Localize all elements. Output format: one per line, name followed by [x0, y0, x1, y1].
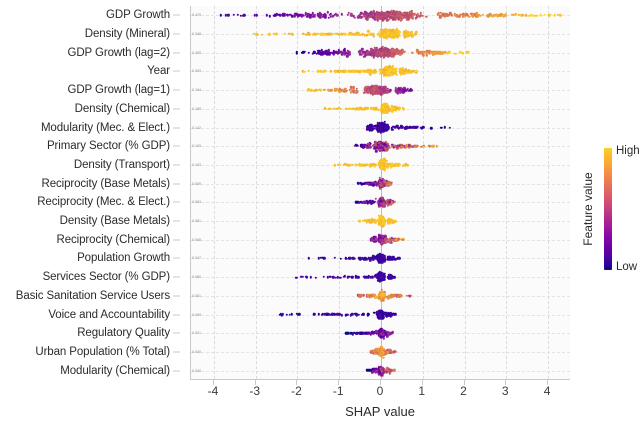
y-tick-label: Reciprocity (Base Metals) — [41, 178, 170, 190]
y-tick-mark — [173, 183, 180, 184]
y-tick-mark — [173, 108, 180, 109]
y-tick-mark — [173, 370, 180, 371]
y-tick-label: Modularity (Chemical) — [60, 365, 170, 377]
y-tick-label: Urban Population (% Total) — [35, 346, 170, 358]
zero-reference-line — [381, 6, 382, 379]
y-tick-label: Density (Mineral) — [85, 28, 170, 40]
beeswarm-point — [394, 19, 396, 21]
y-tick-label: Density (Base Metals) — [60, 215, 170, 227]
y-tick-mark — [173, 277, 180, 278]
y-tick-mark — [173, 295, 180, 296]
y-tick-label: Year — [147, 65, 170, 77]
vertical-gridline — [297, 6, 298, 379]
vertical-gridline — [339, 6, 340, 379]
y-tick-label: Modularity (Mec. & Elect.) — [41, 122, 170, 134]
y-tick-mark — [173, 239, 180, 240]
y-tick-label: Basic Sanitation Service Users — [16, 290, 170, 302]
vertical-gridline — [423, 6, 424, 379]
y-tick-mark — [173, 258, 180, 259]
vertical-gridline — [214, 6, 215, 379]
vertical-gridline — [548, 6, 549, 379]
y-tick-label: Density (Transport) — [74, 159, 170, 171]
y-tick-mark — [173, 221, 180, 222]
y-axis-labels: GDP Growth Density (Mineral) GDP Growth (l… — [0, 6, 184, 380]
y-tick-mark — [173, 164, 180, 165]
beeswarm-point — [369, 73, 371, 75]
vertical-gridline — [465, 6, 466, 379]
beeswarm-point — [346, 55, 348, 57]
y-tick-label: Reciprocity (Chemical) — [57, 234, 170, 246]
y-tick-mark — [173, 314, 180, 315]
y-tick-label: Population Growth — [77, 252, 170, 264]
beeswarm-point — [377, 19, 379, 21]
y-tick-label: Services Sector (% GDP) — [43, 271, 170, 283]
y-tick-label: GDP Growth — [106, 9, 170, 21]
beeswarm-point — [384, 169, 386, 171]
y-tick-mark — [173, 90, 180, 91]
y-tick-mark — [173, 71, 180, 72]
beeswarm-point — [386, 112, 388, 114]
y-tick-mark — [173, 34, 180, 35]
y-tick-mark — [173, 351, 180, 352]
y-tick-label: Primary Sector (% GDP) — [47, 140, 170, 152]
y-tick-mark — [173, 146, 180, 147]
y-tick-label: GDP Growth (lag=1) — [68, 84, 171, 96]
vertical-gridline — [256, 6, 257, 379]
y-tick-label: Reciprocity (Mec. & Elect.) — [37, 196, 170, 208]
y-tick-mark — [173, 52, 180, 53]
y-tick-label: Voice and Accountability — [48, 309, 170, 321]
y-tick-label: Regulatory Quality — [77, 327, 170, 339]
y-tick-mark — [173, 333, 180, 334]
y-tick-label: Density (Chemical) — [75, 103, 170, 115]
plot-area — [190, 6, 570, 380]
y-tick-mark — [173, 15, 180, 16]
vertical-gridline — [506, 6, 507, 379]
y-tick-mark — [173, 127, 180, 128]
shap-summary-plot: GDP Growth Density (Mineral) GDP Growth (l… — [0, 0, 640, 430]
y-tick-label: GDP Growth (lag=2) — [68, 47, 171, 59]
y-tick-mark — [173, 202, 180, 203]
